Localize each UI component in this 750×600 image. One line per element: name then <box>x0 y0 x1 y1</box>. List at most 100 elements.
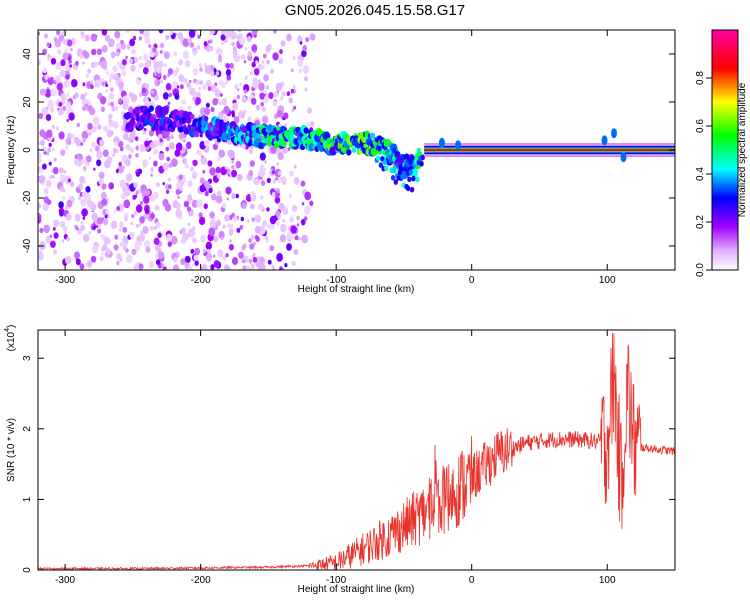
spectrogram-noise-blob <box>139 216 146 224</box>
spectrogram-noise-blob <box>222 255 227 261</box>
spectrogram-noise-blob <box>260 257 264 262</box>
spectrogram-noise-blob <box>243 109 247 115</box>
spectrogram-noise-blob <box>74 213 81 222</box>
spectrogram-noise-blob <box>143 213 149 220</box>
spectrogram-noise-blob <box>290 225 297 234</box>
carrier-wiggle <box>620 152 627 163</box>
spectrogram-noise-blob <box>158 152 165 161</box>
spectrogram-noise-blob <box>43 187 49 195</box>
spectrogram-noise-blob <box>261 220 268 228</box>
spectrogram-noise-blob <box>70 47 73 52</box>
spectrogram-noise-blob <box>178 132 184 140</box>
spectrogram-noise-blob <box>276 221 280 226</box>
spectrogram-noise-blob <box>47 54 51 58</box>
spectrogram-noise-blob <box>83 51 90 59</box>
spectrogram-noise-blob <box>186 206 192 212</box>
spectrogram-noise-blob <box>267 259 272 265</box>
spectrogram-noise-blob <box>210 84 217 92</box>
spectrogram-noise-blob <box>232 102 239 111</box>
spectrogram-ridge-blob <box>405 185 411 192</box>
spectrogram-ridge-blob <box>419 161 424 167</box>
spectrogram-noise-blob <box>84 92 88 96</box>
spectrogram-noise-blob <box>106 129 113 138</box>
spectrogram-noise-blob <box>124 216 128 222</box>
spectrogram-noise-blob <box>225 30 233 38</box>
spectrogram-noise-blob <box>57 49 62 55</box>
spectrogram-noise-blob <box>57 107 64 116</box>
spectrogram-noise-blob <box>113 209 117 213</box>
spectrogram-noise-blob <box>262 53 267 59</box>
spectrogram-noise-blob <box>131 214 135 219</box>
spectrogram-ridge-blob <box>193 130 200 138</box>
spectrogram-noise-blob <box>40 140 45 146</box>
spectrogram-noise-blob <box>162 266 167 270</box>
spectrogram-noise-blob <box>215 195 223 204</box>
spectrogram-noise-blob <box>101 252 104 256</box>
spectrogram-noise-blob <box>306 122 311 128</box>
spectrogram-noise-blob <box>237 111 244 119</box>
spectrogram-noise-blob <box>135 153 139 158</box>
spectrogram-noise-blob <box>108 182 114 190</box>
spectrogram-noise-blob <box>71 133 75 139</box>
spectrogram-x-tick-label: 100 <box>599 275 616 286</box>
spectrogram-noise-blob <box>138 62 143 69</box>
spectrogram-noise-blob <box>170 235 178 245</box>
spectrogram-noise-blob <box>272 179 277 184</box>
spectrogram-noise-blob <box>276 188 281 194</box>
spectrogram-noise-blob <box>254 215 257 219</box>
spectrogram-noise-blob <box>195 97 201 105</box>
spectrogram-noise-blob <box>64 178 68 183</box>
spectrogram-noise-blob <box>87 261 92 267</box>
spectrogram-noise-blob <box>144 239 151 248</box>
spectrogram-noise-blob <box>270 68 275 74</box>
spectrogram-ridge-blob <box>177 125 184 133</box>
spectrogram-noise-blob <box>53 37 58 42</box>
spectrogram-noise-blob <box>226 197 229 201</box>
spectrogram-noise-blob <box>182 50 189 60</box>
spectrogram-noise-blob <box>56 30 61 36</box>
spectrogram-noise-blob <box>180 258 186 266</box>
spectrogram-noise-blob <box>203 62 207 67</box>
snr-y-tick-label: 1 <box>22 496 33 502</box>
spectrogram-noise-blob <box>48 142 52 147</box>
spectrogram-noise-blob <box>150 213 155 220</box>
spectrogram-noise-blob <box>99 256 104 262</box>
spectrogram-noise-blob <box>53 157 57 162</box>
spectrogram-noise-blob <box>173 257 178 263</box>
spectrogram-noise-blob <box>98 178 104 186</box>
spectrogram-noise-blob <box>187 180 193 188</box>
spectrogram-noise-blob <box>243 89 248 94</box>
spectrogram-ridge-blob <box>199 133 203 138</box>
spectrogram-noise-blob <box>108 92 115 100</box>
spectrogram-noise-blob <box>93 167 96 171</box>
spectrogram-noise-blob <box>194 247 201 256</box>
spectrogram-noise-blob <box>121 70 127 77</box>
spectrogram-noise-blob <box>136 224 139 228</box>
spectrogram-noise-blob <box>208 227 216 237</box>
spectrogram-noise-blob <box>59 175 64 181</box>
spectrogram-noise-blob <box>224 214 230 222</box>
spectrogram-noise-blob <box>164 203 172 212</box>
colorbar-tick-label: 0.0 <box>695 263 706 277</box>
spectrogram-marks <box>38 30 675 270</box>
spectrogram-noise-blob <box>169 30 174 36</box>
spectrogram-noise-blob <box>288 193 293 199</box>
colorbar-gradient <box>711 29 739 271</box>
spectrogram-noise-blob <box>139 92 143 97</box>
spectrogram-noise-blob <box>165 146 170 152</box>
spectrogram-noise-blob <box>74 251 80 259</box>
spectrogram-noise-blob <box>59 210 64 217</box>
spectrogram-noise-blob <box>125 144 131 151</box>
spectrogram-ridge-blob <box>384 165 389 172</box>
spectrogram-noise-blob <box>149 225 154 232</box>
spectrogram-noise-blob <box>200 234 206 243</box>
svg-text:(x104): (x104) <box>4 325 17 352</box>
spectrogram-noise-blob <box>63 95 67 101</box>
spectrogram-ridge-blob <box>388 158 393 164</box>
spectrogram-noise-blob <box>80 224 86 231</box>
spectrogram-noise-blob <box>190 166 194 172</box>
spectrogram-noise-blob <box>118 140 124 148</box>
spectrogram-noise-blob <box>244 265 251 270</box>
spectrogram-noise-blob <box>164 129 170 137</box>
